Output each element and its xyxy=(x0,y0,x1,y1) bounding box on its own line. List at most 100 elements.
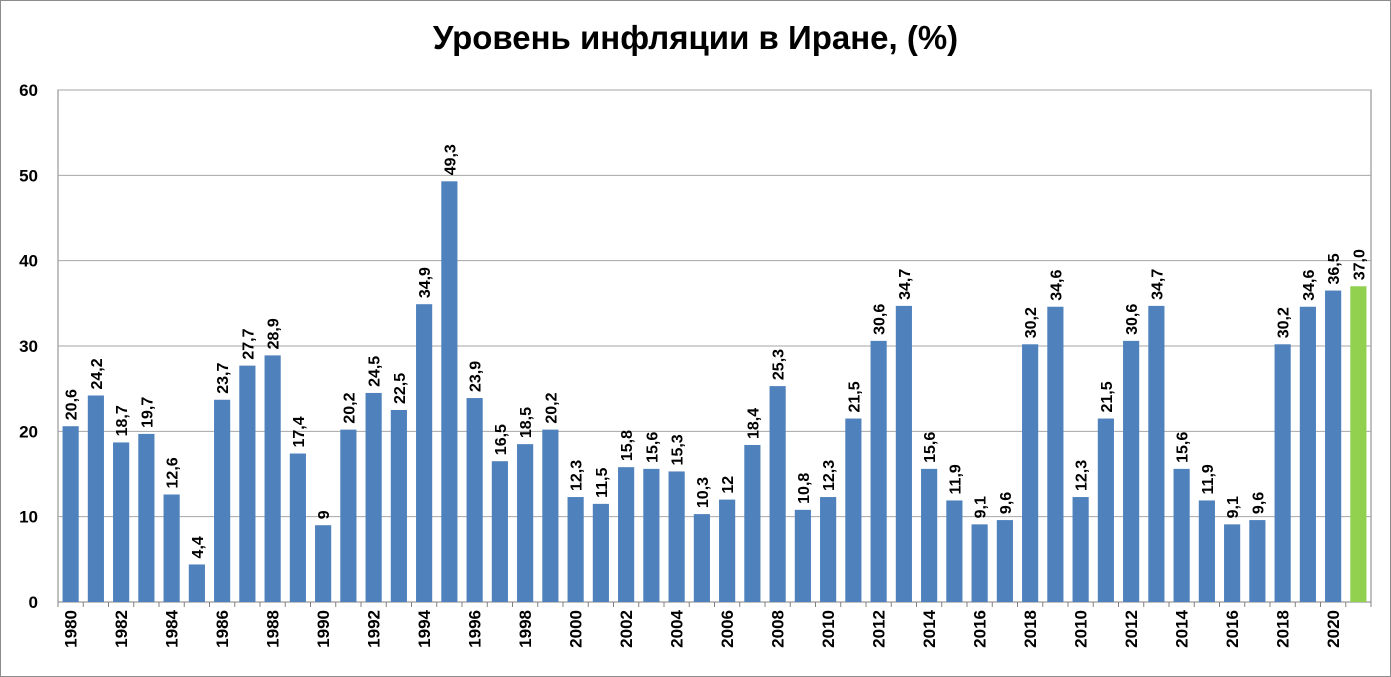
x-tick-label: 1994 xyxy=(415,609,434,647)
data-label: 15,6 xyxy=(644,432,661,463)
bar xyxy=(214,399,231,602)
data-label: 30,2 xyxy=(1276,307,1293,338)
x-tick-label: 1982 xyxy=(112,610,131,648)
data-label: 15,6 xyxy=(1175,432,1192,463)
data-label: 9,6 xyxy=(998,492,1015,514)
x-tick-label: 1998 xyxy=(516,610,535,648)
data-label: 11,9 xyxy=(947,464,964,494)
data-label: 36,5 xyxy=(1326,253,1343,284)
data-label: 25,3 xyxy=(771,349,788,380)
data-label: 18,5 xyxy=(518,407,535,438)
bar xyxy=(340,429,357,602)
bar xyxy=(744,444,761,602)
data-label: 12,3 xyxy=(1074,460,1091,491)
bar xyxy=(1299,306,1316,602)
bar xyxy=(113,442,130,602)
data-label: 20,6 xyxy=(64,389,81,420)
bar xyxy=(794,509,811,602)
x-tick-label: 2014 xyxy=(1173,609,1192,647)
bar xyxy=(1274,344,1291,602)
bar xyxy=(971,524,988,602)
x-tick-label: 2016 xyxy=(971,610,990,648)
data-label: 18,4 xyxy=(745,408,762,439)
bar xyxy=(62,426,79,602)
bar xyxy=(441,181,458,602)
x-tick-label: 2010 xyxy=(819,610,838,648)
data-label: 30,2 xyxy=(1023,307,1040,338)
data-label: 9,1 xyxy=(1225,496,1242,518)
data-label: 21,5 xyxy=(846,381,863,412)
y-tick-label: 10 xyxy=(19,508,38,527)
data-label: 15,6 xyxy=(922,432,939,463)
x-tick-label: 2020 xyxy=(1324,610,1343,648)
data-label: 12 xyxy=(720,476,737,494)
bar xyxy=(1123,340,1140,602)
data-label: 12,6 xyxy=(165,457,182,488)
bar xyxy=(719,499,736,602)
bar xyxy=(693,514,710,602)
data-label: 49,3 xyxy=(442,144,459,175)
x-tick-label: 1988 xyxy=(264,610,283,648)
data-label: 24,5 xyxy=(367,356,384,387)
x-tick-label: 2014 xyxy=(920,609,939,647)
bar xyxy=(1350,286,1367,602)
data-label: 16,5 xyxy=(493,424,510,455)
bar xyxy=(1022,344,1039,602)
bar xyxy=(315,525,332,602)
bar xyxy=(1047,306,1064,602)
bar xyxy=(1249,520,1266,602)
x-tick-label: 2002 xyxy=(617,610,636,648)
data-label: 12,3 xyxy=(821,460,838,491)
y-tick-label: 0 xyxy=(29,593,38,612)
data-label: 4,4 xyxy=(190,536,207,558)
bar xyxy=(996,520,1013,602)
bar xyxy=(491,461,508,602)
data-label: 9 xyxy=(316,510,333,519)
bar xyxy=(365,392,382,602)
bar xyxy=(921,468,938,602)
x-tick-label: 2000 xyxy=(567,610,586,648)
data-label: 30,6 xyxy=(872,304,889,335)
chart-title: Уровень инфляции в Иране, (%) xyxy=(432,19,959,56)
bar xyxy=(592,503,609,602)
bar xyxy=(239,365,256,602)
data-label: 9,6 xyxy=(1250,492,1267,514)
data-label: 23,9 xyxy=(468,361,485,392)
bar xyxy=(264,355,281,602)
data-label: 22,5 xyxy=(392,373,409,404)
y-tick-label: 20 xyxy=(19,422,38,441)
data-label: 34,6 xyxy=(1048,270,1065,301)
bar xyxy=(895,305,912,602)
bar xyxy=(416,304,433,602)
bar xyxy=(1198,500,1215,602)
bar xyxy=(1072,497,1089,602)
bar xyxy=(820,497,837,602)
bar xyxy=(769,386,786,602)
bar xyxy=(1325,290,1342,602)
x-tick-label: 2008 xyxy=(769,610,788,648)
data-label: 10,8 xyxy=(796,473,813,504)
x-tick-label: 2018 xyxy=(1021,610,1040,648)
bar xyxy=(1097,418,1114,602)
x-tick-label: 1996 xyxy=(466,610,485,648)
bar xyxy=(163,494,180,602)
bar xyxy=(1173,468,1190,602)
x-tick-label: 1984 xyxy=(163,609,182,647)
data-label: 11,9 xyxy=(1200,464,1217,494)
x-tick-label: 2010 xyxy=(1072,610,1091,648)
bar xyxy=(946,500,963,602)
y-tick-label: 30 xyxy=(19,337,38,356)
data-label: 20,2 xyxy=(341,392,358,423)
x-tick-label: 2016 xyxy=(1223,610,1242,648)
bar xyxy=(618,467,635,602)
data-label: 34,9 xyxy=(417,267,434,298)
bar xyxy=(289,453,306,602)
data-label: 19,7 xyxy=(139,397,156,428)
data-label: 10,3 xyxy=(695,477,712,508)
y-tick-label: 60 xyxy=(19,81,38,100)
bar xyxy=(466,398,483,602)
data-label: 18,7 xyxy=(114,405,131,436)
bar xyxy=(542,429,559,602)
y-tick-label: 40 xyxy=(19,252,38,271)
